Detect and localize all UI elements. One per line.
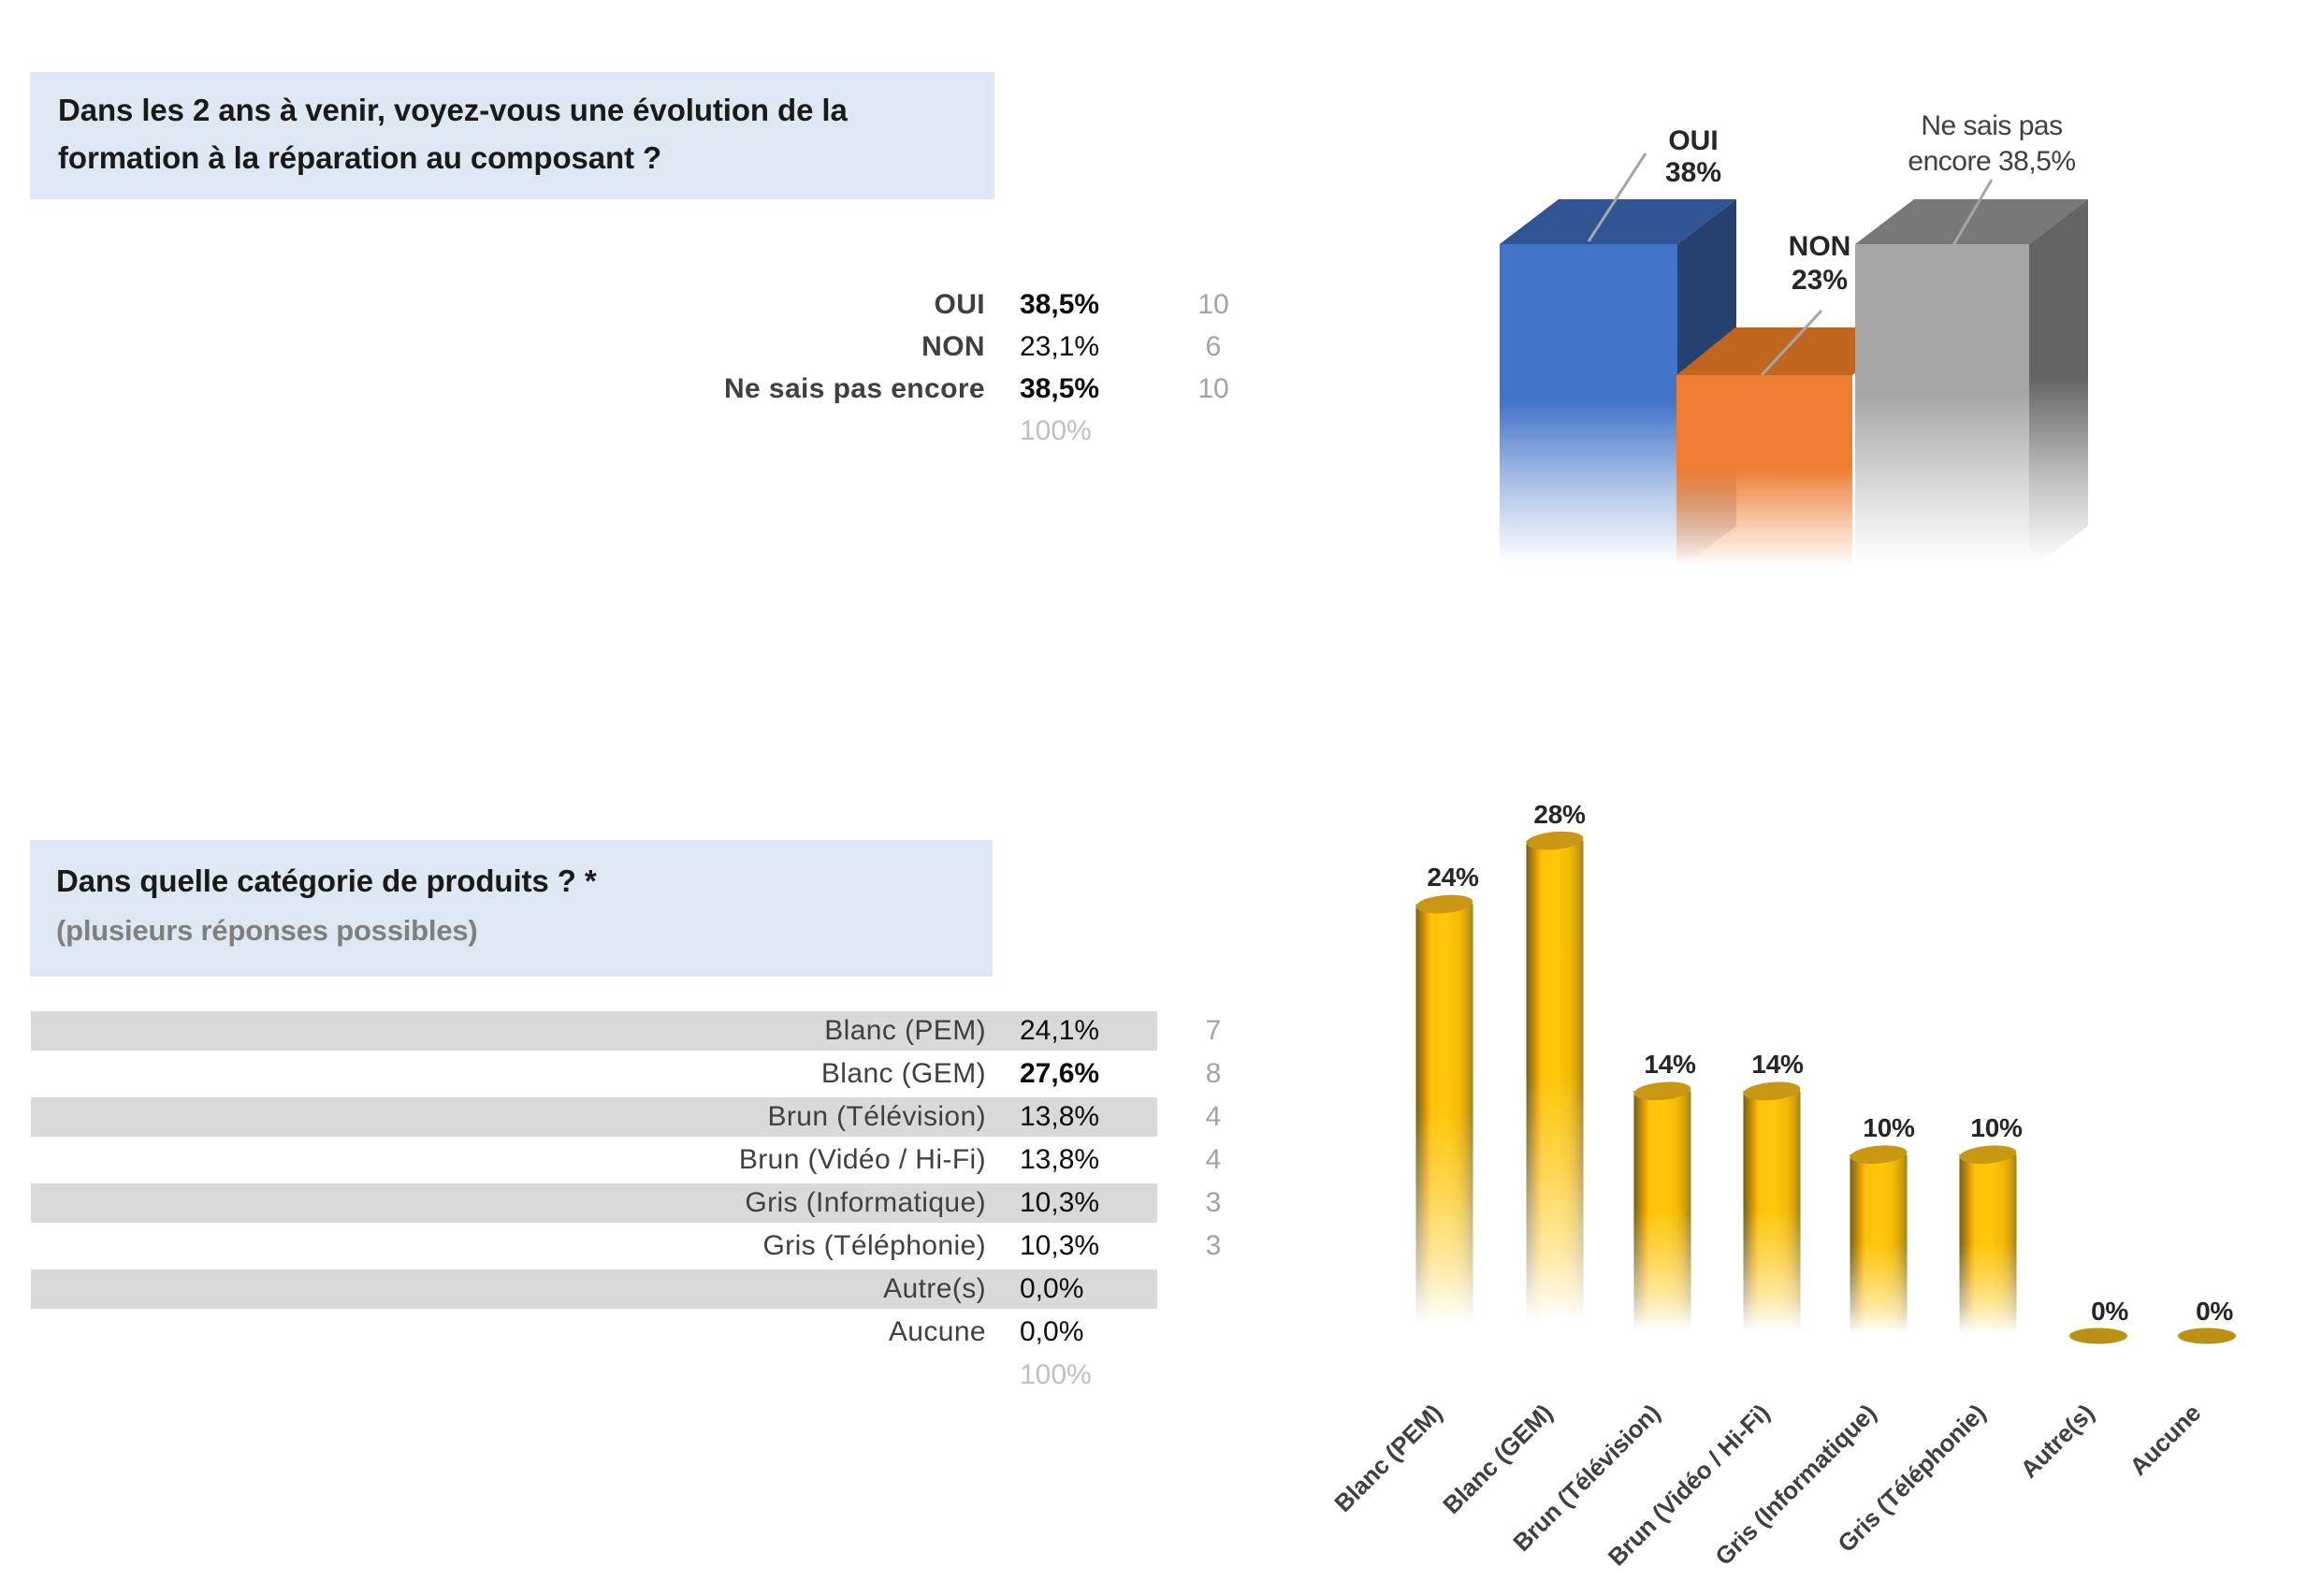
svg-text:24%: 24% — [1427, 863, 1479, 892]
svg-text:23%: 23% — [1792, 265, 1848, 296]
svg-text:Blanc (PEM): Blanc (PEM) — [1328, 1399, 1447, 1517]
svg-text:Blanc (GEM): Blanc (GEM) — [1437, 1399, 1558, 1519]
svg-text:Ne sais pas: Ne sais pas — [1921, 110, 2062, 141]
svg-text:14%: 14% — [1751, 1050, 1804, 1079]
svg-text:Aucune: Aucune — [2124, 1399, 2206, 1481]
svg-text:0%: 0% — [2196, 1297, 2233, 1326]
svg-text:Autre(s): Autre(s) — [2015, 1399, 2100, 1484]
svg-text:14%: 14% — [1644, 1050, 1696, 1079]
svg-text:NON: NON — [1789, 231, 1851, 262]
svg-text:28%: 28% — [1533, 800, 1586, 829]
svg-text:10%: 10% — [1970, 1113, 2023, 1142]
svg-text:OUI: OUI — [1668, 125, 1718, 156]
svg-text:0%: 0% — [2091, 1297, 2128, 1326]
svg-text:38%: 38% — [1665, 157, 1721, 188]
svg-text:10%: 10% — [1863, 1113, 1915, 1142]
svg-text:encore 38,5%: encore 38,5% — [1908, 146, 2075, 177]
